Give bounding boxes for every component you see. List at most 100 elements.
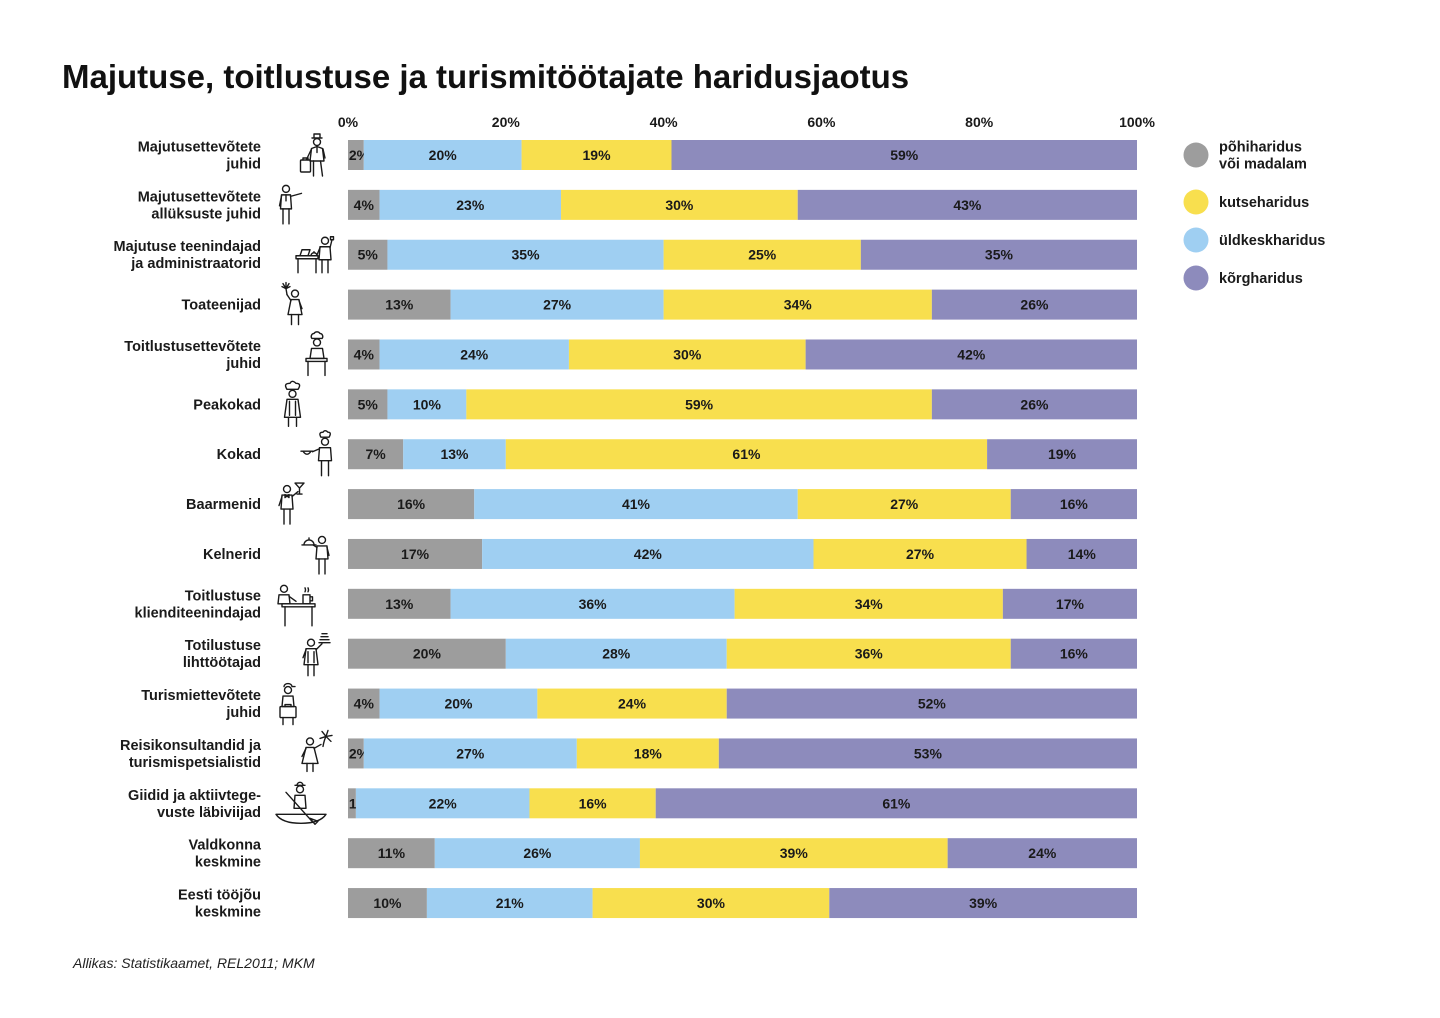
data-label: 4% [354, 696, 375, 712]
pohiharidus-voi-madalam-segment [348, 489, 475, 520]
bar-row: Toitlustusettevõtete juhid 4% 24% 30% 42% [124, 331, 1137, 377]
category-label-line: turismispetsialistid [129, 755, 261, 771]
uldkeskharidus-segment [379, 339, 569, 370]
uldkeskharidus-segment [379, 688, 538, 719]
category-label: Majutusettevõtete allüksuste juhid [138, 189, 261, 222]
legend-marker [1183, 227, 1209, 253]
data-label: 36% [579, 596, 608, 612]
korgharidus-segment [805, 339, 1137, 370]
category-label: Reisikonsultandid ja turismispetsialistid [120, 738, 262, 771]
category-label: Baarmenid [186, 497, 261, 513]
data-label: 5% [358, 396, 379, 412]
x-tick-label: 40% [650, 114, 679, 130]
icon-part [279, 584, 289, 594]
legend: põhiharidus või madalam kutseharidus üldkes… [1183, 140, 1325, 291]
korgharidus-segment [1010, 489, 1137, 520]
bar-row: Giidid ja aktiivtege-vuste läbiviijad1%2… [128, 781, 1137, 826]
icon-part [302, 594, 314, 605]
data-label: 53% [914, 745, 943, 761]
data-label: 28% [602, 646, 631, 662]
data-label: 7% [365, 446, 386, 462]
data-label: 52% [918, 696, 947, 712]
icon-part [287, 416, 298, 428]
pohiharidus-voi-madalam-segment [348, 289, 451, 320]
icon-part [291, 490, 299, 498]
category-label-line: Majutuse teenindajad [114, 239, 261, 255]
category-label-line: Kokad [217, 447, 261, 463]
data-label: 18% [634, 745, 663, 761]
restaurant-manager-icon [305, 331, 328, 377]
icon-part [289, 192, 303, 198]
uldkeskharidus-segment [363, 140, 522, 170]
uldkeskharidus-segment [482, 538, 814, 569]
pohiharidus-voi-madalam-segment [348, 638, 506, 669]
category-label: Toateenijad [182, 298, 262, 314]
category-label: Turismiettevõtete juhid [141, 688, 261, 721]
category-label: Majutuse teenindajad ja administraatorid [114, 239, 261, 272]
korgharidus-segment [718, 738, 1137, 769]
category-label-line: Peakokad [193, 397, 261, 413]
uldkeskharidus-segment [387, 389, 467, 420]
icon-part [282, 716, 294, 726]
icon-part [284, 493, 290, 499]
icon-part [301, 746, 319, 765]
kutseharidus-segment [529, 788, 656, 819]
pohiharidus-voi-madalam-segment [348, 788, 356, 819]
data-label: 13% [440, 446, 469, 462]
x-tick-label: 60% [807, 114, 836, 130]
category-label-line: Giidid ja aktiivtege- [128, 788, 261, 804]
kutseharidus-segment [797, 489, 1011, 520]
data-label: 16% [397, 496, 426, 512]
data-label: 24% [1028, 845, 1057, 861]
pohiharidus-voi-madalam-segment [348, 239, 388, 270]
icon-part [299, 249, 311, 257]
icon-part [312, 338, 322, 347]
icon-part [311, 133, 323, 139]
kutseharidus-segment [813, 538, 1027, 569]
icon-part [305, 357, 328, 363]
data-label: 23% [456, 197, 485, 213]
icon-part [329, 236, 335, 241]
icon-part [309, 817, 319, 826]
legend-label-line: või madalam [1219, 157, 1307, 173]
maid-duster-icon [281, 281, 303, 326]
kutseharidus-segment [568, 339, 806, 370]
icon-part [312, 137, 322, 147]
kutseharidus-segment [663, 289, 932, 320]
category-label-line: Eesti tööjõu [178, 888, 261, 904]
icon-part [305, 737, 315, 746]
data-label: 20% [444, 696, 473, 712]
icon-part [307, 651, 315, 664]
waiter-tray-icon [301, 535, 330, 575]
data-label: 13% [385, 596, 414, 612]
bar-row: Reisikonsultandid ja turismispetsialistid… [120, 729, 1137, 773]
uldkeskharidus-segment [434, 838, 640, 869]
icon-part [281, 184, 291, 194]
korgharidus-segment [655, 788, 1137, 819]
icon-part [295, 255, 319, 260]
data-label: 35% [985, 247, 1014, 263]
icon-part [315, 545, 329, 560]
legend-label-line: kutseharidus [1219, 195, 1309, 211]
icon-part [318, 633, 331, 644]
pohiharidus-voi-madalam-segment [348, 140, 364, 170]
pohiharidus-voi-madalam-segment [348, 389, 388, 420]
icon-part [315, 643, 323, 651]
legend-label: üldkeskharidus [1219, 233, 1325, 249]
data-label: 41% [622, 496, 651, 512]
icon-part [318, 558, 326, 575]
bar-row: Turismiettevõtete juhid 4% 20% 24% 52% [141, 682, 1137, 726]
data-label: 19% [583, 147, 612, 163]
icon-part [288, 595, 297, 603]
pohiharidus-voi-madalam-segment [348, 439, 404, 470]
bar-row: Majutusettevõtete allüksuste juhid 4% 23% 30… [138, 184, 1137, 225]
kutseharidus-segment [639, 838, 948, 869]
icon-part [281, 281, 291, 290]
kutseharidus-segment [505, 439, 988, 470]
icon-part [302, 157, 309, 161]
data-label: 21% [496, 895, 525, 911]
icon-part [319, 430, 331, 438]
icon-part [294, 482, 305, 495]
bar-row: Majutuse teenindajad ja administraatorid 5… [114, 236, 1137, 274]
